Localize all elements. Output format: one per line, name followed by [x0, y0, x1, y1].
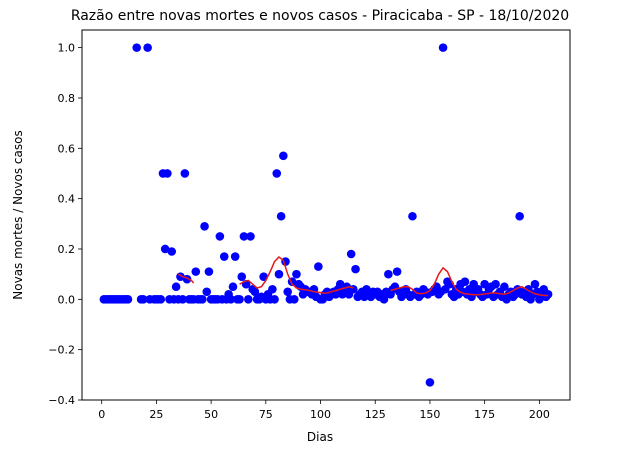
data-point [163, 169, 172, 178]
x-axis: 0 25 50 75 100 125 150 175 200 [98, 400, 550, 421]
data-point [219, 252, 229, 261]
data-point [292, 269, 301, 279]
x-axis-label: Dias [307, 430, 333, 444]
data-point [438, 43, 448, 52]
data-point [281, 257, 290, 266]
data-point [226, 295, 236, 304]
data-point [425, 378, 435, 387]
data-point [244, 295, 253, 304]
data-point [335, 279, 345, 289]
data-point [268, 284, 277, 294]
data-point [276, 211, 286, 221]
data-point [215, 232, 225, 241]
x-tick-label: 175 [474, 408, 495, 421]
x-tick-label: 25 [149, 408, 163, 421]
x-tick-label: 75 [259, 408, 273, 421]
chart-title: Razão entre novas mortes e novos casos -… [71, 8, 569, 24]
y-axis-label: Novas mortes / Novos casos [11, 130, 25, 299]
smoothed-line-segment [390, 266, 549, 297]
y-tick-label: 0.8 [58, 92, 76, 105]
y-tick-label: 0.0 [58, 293, 76, 306]
smoothed-line-segment [177, 273, 195, 284]
data-point [279, 151, 288, 161]
data-point [543, 289, 553, 299]
data-point [237, 272, 247, 281]
data-point [460, 277, 470, 287]
y-tick-label: −0.4 [48, 394, 75, 407]
x-tick-label: 150 [419, 408, 440, 421]
data-point [171, 282, 181, 292]
data-point [274, 269, 284, 279]
data-point [235, 295, 244, 304]
x-tick-label: 125 [365, 408, 386, 421]
y-tick-label: 1.0 [58, 42, 76, 55]
data-point [132, 43, 142, 52]
plot-area [99, 43, 553, 387]
data-point [491, 279, 500, 289]
y-axis: −0.4 −0.2 0.0 0.2 0.4 0.6 0.8 1.0 [48, 42, 82, 407]
data-point [314, 262, 323, 271]
data-point [270, 295, 279, 304]
data-point [515, 211, 524, 221]
data-point [156, 295, 166, 304]
smoothed-line-segment [239, 256, 354, 294]
y-tick-label: 0.6 [58, 142, 76, 155]
axes-frame [81, 29, 571, 401]
x-tick-label: 100 [310, 408, 331, 421]
data-point [143, 43, 152, 52]
data-point [272, 169, 282, 178]
data-point [167, 247, 177, 256]
data-point [250, 287, 260, 297]
data-point [200, 222, 209, 231]
data-point [138, 295, 148, 304]
data-point [228, 282, 238, 292]
y-tick-label: −0.2 [48, 344, 75, 357]
data-point [392, 267, 402, 276]
data-point [289, 295, 299, 304]
data-point [246, 232, 255, 241]
data-point [239, 232, 249, 241]
data-point [180, 169, 190, 178]
data-point [384, 269, 393, 279]
data-point [283, 287, 293, 297]
data-point [204, 267, 214, 276]
data-point [160, 244, 170, 254]
data-point [530, 279, 540, 289]
data-point [123, 295, 133, 304]
x-tick-label: 0 [98, 408, 105, 421]
data-point [346, 249, 356, 259]
data-point [408, 211, 417, 221]
y-tick-label: 0.2 [58, 243, 76, 256]
data-point [202, 287, 212, 297]
data-point [191, 267, 201, 276]
x-tick-label: 50 [204, 408, 218, 421]
data-point [178, 295, 187, 304]
data-point [230, 252, 240, 261]
data-point [259, 272, 268, 281]
y-tick-label: 0.4 [58, 193, 76, 206]
data-point [351, 264, 360, 274]
data-point [500, 282, 509, 292]
data-point [379, 295, 389, 304]
x-tick-label: 200 [529, 408, 550, 421]
data-point [198, 295, 207, 304]
